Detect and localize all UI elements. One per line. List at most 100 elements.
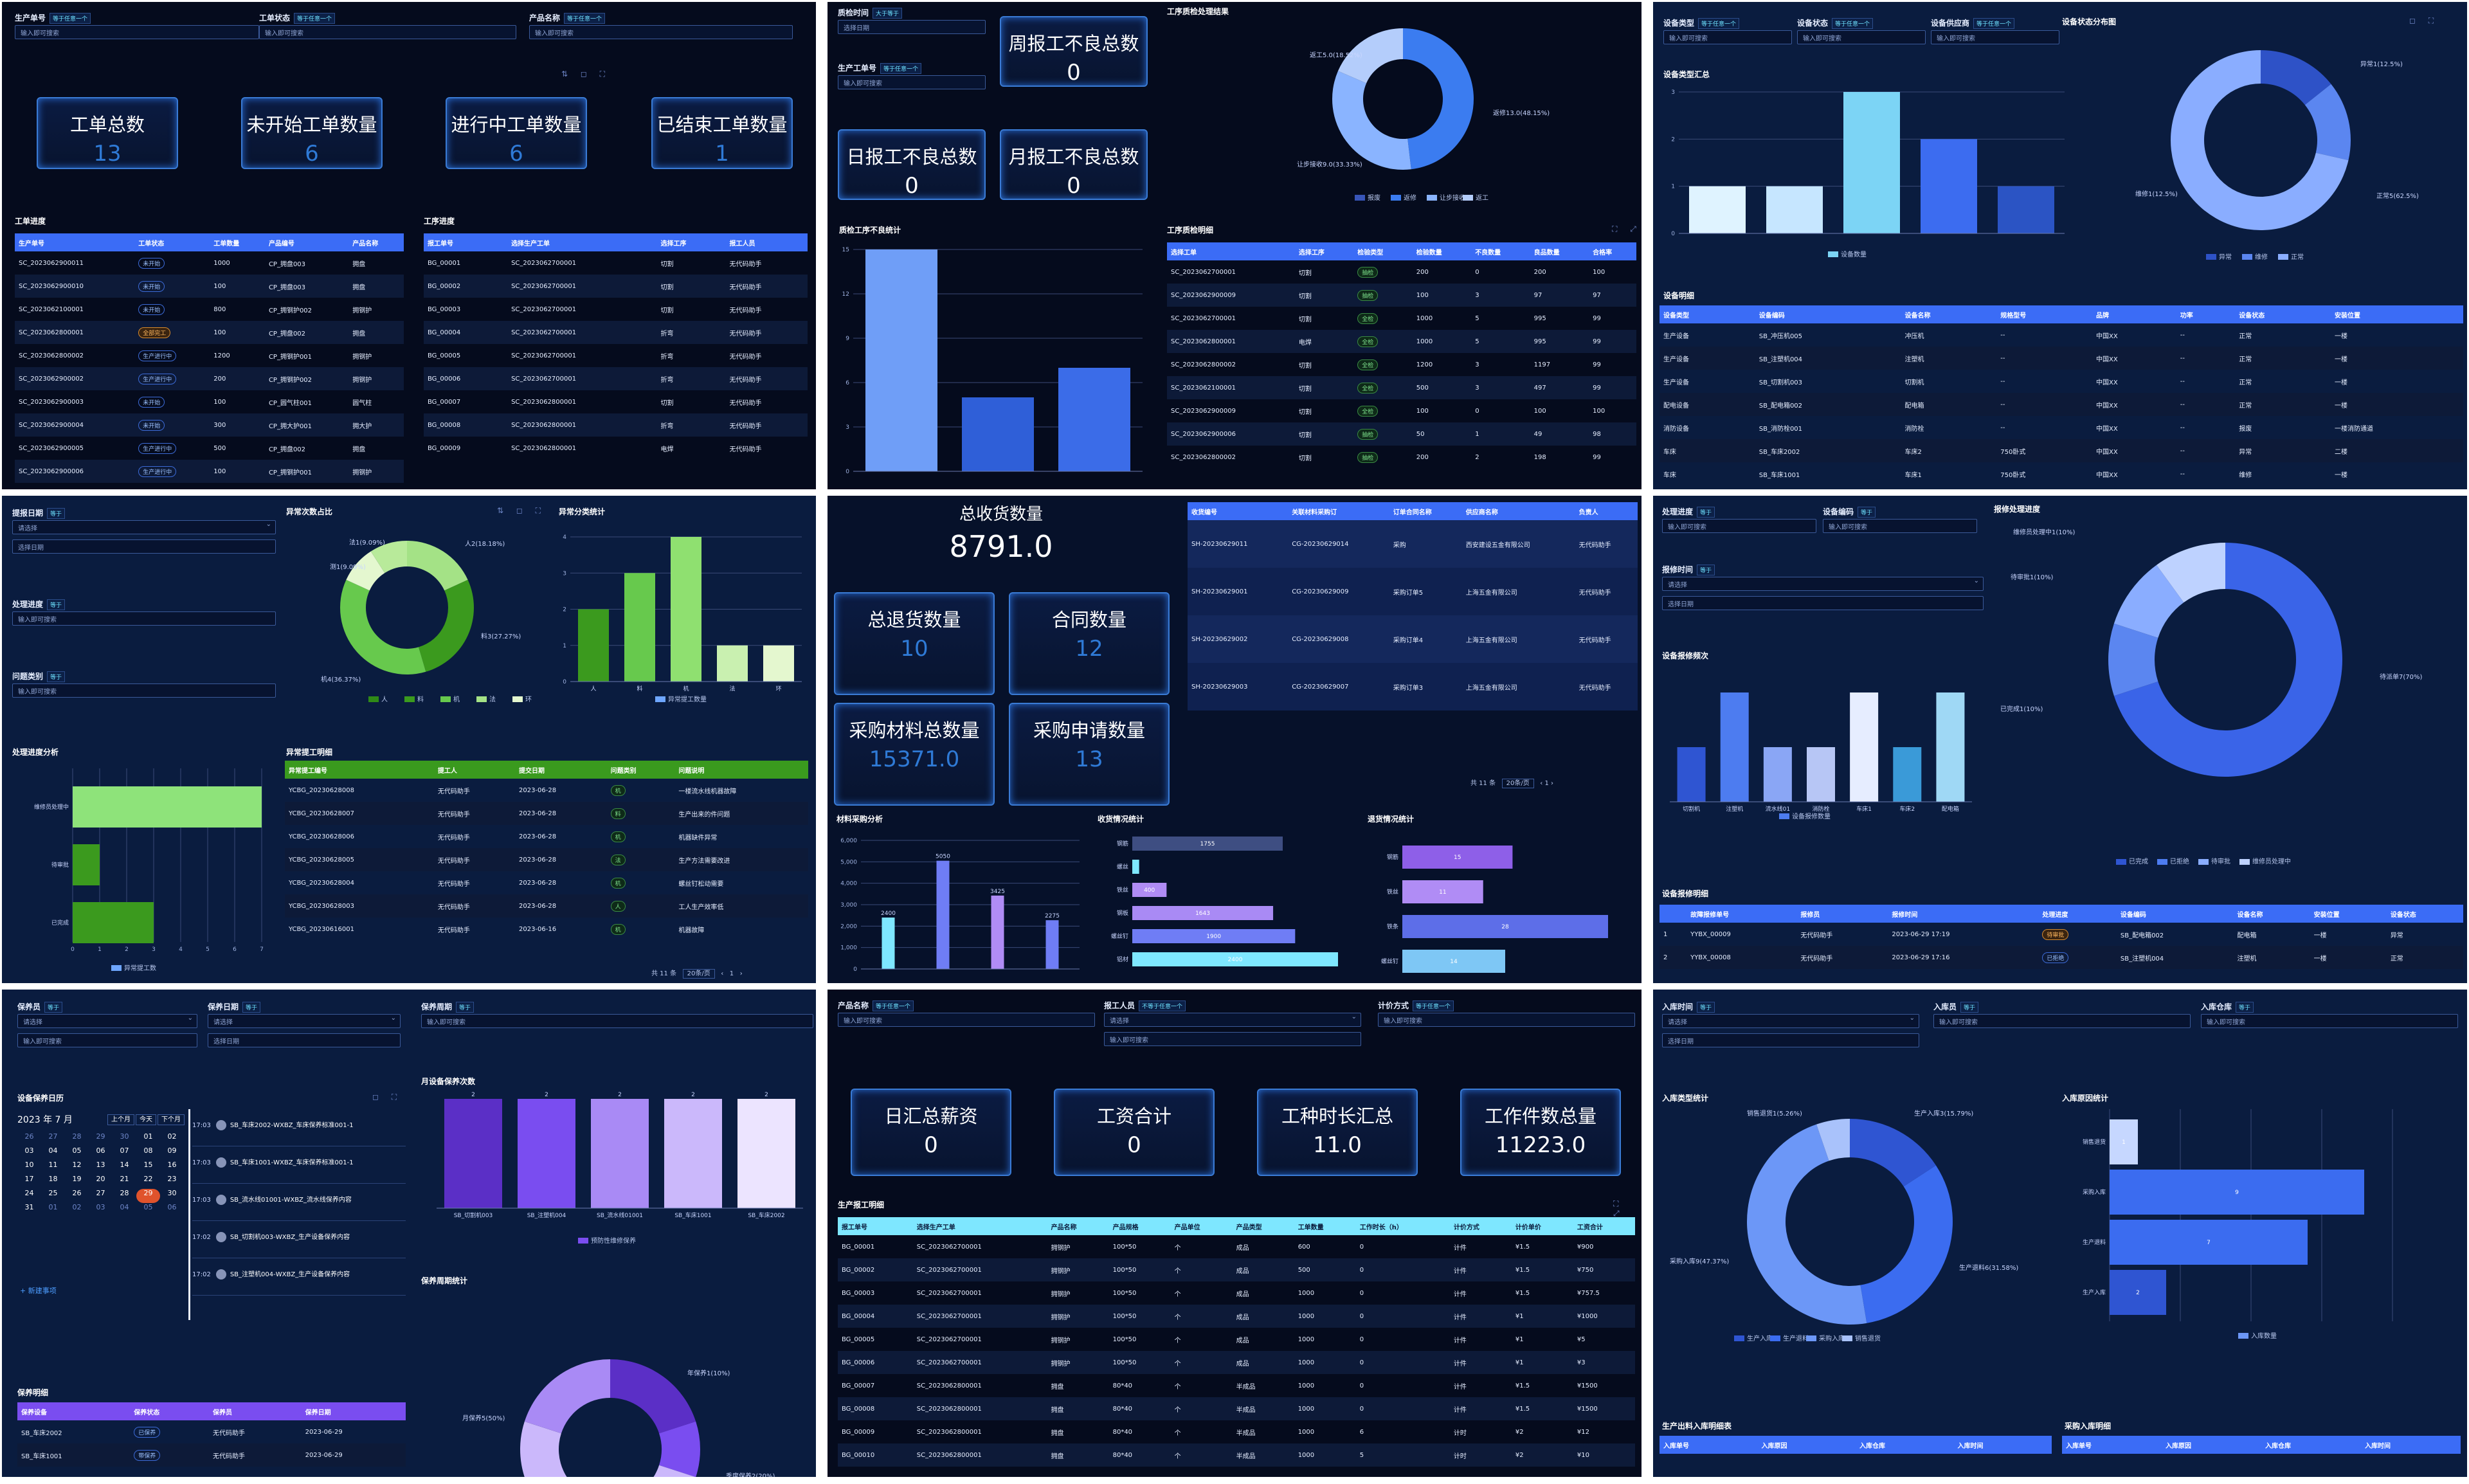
table-row[interactable]: SH-20230629001 CG-20230629009 采购订单5 上海五金有限公…	[1188, 568, 1638, 615]
table-row[interactable]: YCBG_20230628006 无代码助手 2023-06-28 机 机器缺件异常	[285, 825, 808, 848]
donut-slice[interactable]	[610, 1359, 696, 1434]
column-header[interactable]: 报修员	[1796, 905, 1888, 923]
filter-input[interactable]: 输入即可搜索	[529, 25, 793, 39]
donut-slice[interactable]	[2113, 543, 2342, 777]
page-size-select[interactable]: 20条/页	[1501, 779, 1534, 788]
donut-slice[interactable]	[520, 1421, 696, 1477]
filter-condition-select[interactable]: 等于	[47, 508, 66, 519]
hbar[interactable]	[1402, 846, 1513, 869]
filter-condition-select[interactable]: 不等于任意一个	[1139, 1000, 1186, 1011]
table-row[interactable]: SC_2023062900009 切割 抽检 100 3 97 97	[1167, 284, 1636, 307]
column-header[interactable]: 负责人	[1575, 502, 1638, 520]
column-header[interactable]: 报工单号	[424, 233, 508, 251]
column-header[interactable]: 关联材料采购订	[1288, 502, 1389, 520]
table-row[interactable]: YCBG_20230628007 无代码助手 2023-06-28 料 生产出来的件问题	[285, 802, 808, 825]
table-row[interactable]: BG_00003 SC_2023062700001 切割 无代码助手	[424, 298, 808, 321]
bar[interactable]	[1921, 139, 1977, 233]
filter-condition-select[interactable]: 等于	[1697, 1002, 1715, 1013]
column-header[interactable]: 品牌	[2092, 305, 2176, 323]
table-row[interactable]: SC_2023062700001 切割 全检 1000 5 995 99	[1167, 307, 1636, 330]
column-header[interactable]: 工资合计	[1573, 1217, 1635, 1235]
hbar[interactable]	[1132, 837, 1283, 851]
column-header[interactable]: 入库仓库	[1856, 1436, 1954, 1454]
filter-input-secondary[interactable]: 选择日期	[1662, 596, 1984, 610]
column-header[interactable]: 产品单位	[1170, 1217, 1233, 1235]
table-row[interactable]: SC_2023062900005 生产进行中 500 CP_拥盘002 拥盘	[15, 437, 404, 460]
filter-input[interactable]: 输入即可搜索	[259, 25, 516, 39]
cal-day[interactable]: 28	[120, 1189, 129, 1197]
cal-toolbar-icons[interactable]: ◻ ⛶	[372, 1092, 402, 1101]
page-size-select[interactable]: 20条/页	[682, 969, 715, 979]
cal-day[interactable]: 01	[48, 1203, 58, 1211]
filter-input[interactable]: 请选择	[12, 520, 276, 534]
table-row[interactable]: YCBG_20230628004 无代码助手 2023-06-28 机 螺丝钉松动需要	[285, 871, 808, 894]
cal-day[interactable]: 21	[120, 1175, 129, 1183]
table-row[interactable]: YCBG_20230616001 无代码助手 2023-06-16 机 机器故障	[285, 918, 808, 941]
cal-day[interactable]: 11	[48, 1161, 58, 1169]
table-row[interactable]: SC_2023062800001 全部完工 100 CP_拥盘002 拥盘	[15, 321, 404, 344]
table-row[interactable]: SC_2023062900006 切割 抽检 50 1 49 98	[1167, 422, 1636, 446]
column-header[interactable]: 产品名称	[348, 233, 404, 251]
column-header[interactable]: 不良数量	[1471, 242, 1530, 260]
filter-input[interactable]: 输入即可搜索	[421, 1014, 813, 1028]
column-header[interactable]: 入库时间	[1953, 1436, 2052, 1454]
cal-day[interactable]: 13	[96, 1161, 105, 1169]
column-header[interactable]: 检验类型	[1353, 242, 1413, 260]
cal-day[interactable]: 17	[24, 1175, 34, 1183]
filter-condition-select[interactable]: 等于	[44, 1002, 63, 1013]
table-row[interactable]: SC_2023062900011 未开始 1000 CP_拥盘003 拥盘	[15, 251, 404, 275]
table-toolbar-icons[interactable]: ⛶ ⤢	[1613, 1199, 1625, 1218]
calendar-event[interactable]: 17:03 SB_车床1001-WXBZ_车床保养标准001-1	[192, 1146, 406, 1184]
table-row[interactable]: 配电设备 SB_配电箱002 配电箱 -- 中国XX -- 正常 一楼	[1660, 393, 2463, 416]
bar[interactable]	[664, 1099, 722, 1208]
cal-nav-button[interactable]: 上个月	[107, 1114, 134, 1125]
column-header[interactable]: 检验数量	[1412, 242, 1472, 260]
bar[interactable]	[737, 1099, 795, 1208]
column-header[interactable]: 入库时间	[2361, 1436, 2461, 1454]
column-header[interactable]: 设备编码	[1755, 305, 1901, 323]
table-row[interactable]: SH-20230629002 CG-20230629008 采购订单4 上海五金有限公…	[1188, 615, 1638, 663]
filter-input[interactable]: 请选择	[208, 1014, 401, 1028]
column-header[interactable]: 提交日期	[514, 761, 607, 779]
filter-input[interactable]: 输入即可搜索	[12, 611, 276, 626]
hbar[interactable]	[1132, 883, 1167, 897]
column-header[interactable]: 故障报修单号	[1687, 905, 1797, 923]
hbar[interactable]	[1132, 929, 1296, 943]
cal-day[interactable]: 20	[96, 1175, 105, 1183]
filter-condition-select[interactable]: 等于	[1960, 1002, 1979, 1013]
column-header[interactable]: 产品类型	[1232, 1217, 1294, 1235]
filter-input[interactable]: 请选择	[1662, 577, 1984, 591]
cal-day[interactable]: 15	[143, 1161, 153, 1169]
calendar-event[interactable]: 17:02 SB_切割机003-WXBZ_生产设备保养内容	[192, 1221, 406, 1258]
table-row[interactable]: SC_2023062900009 切割 全检 100 0 100 100	[1167, 399, 1636, 422]
hbar[interactable]	[73, 786, 262, 828]
column-header[interactable]: 供应商名称	[1461, 502, 1575, 520]
filter-input[interactable]: 输入即可搜索	[1933, 1014, 2191, 1028]
column-header[interactable]: 合格率	[1589, 242, 1636, 260]
column-header[interactable]: 设备状态	[2235, 305, 2331, 323]
cal-day[interactable]: 27	[48, 1132, 58, 1141]
column-header[interactable]: 工单数量	[210, 233, 265, 251]
cal-day[interactable]: 05	[72, 1146, 82, 1155]
donut-slice[interactable]	[407, 541, 468, 591]
table-row[interactable]: BG_00001 SC_2023062700001 拥钢护 100*50 个 成品 600 0…	[838, 1235, 1635, 1258]
cal-day[interactable]: 03	[24, 1146, 34, 1155]
column-header[interactable]: 处理进度	[2038, 905, 2117, 923]
cal-day[interactable]: 22	[143, 1175, 153, 1183]
table-row[interactable]: SC_2023062800002 切割 抽检 200 2 198 99	[1167, 446, 1636, 469]
table-row[interactable]: BG_00009 SC_2023062800001 电焊 无代码助手	[424, 437, 808, 460]
table-row[interactable]: SC_2023062100001 切割 全检 500 3 497 99	[1167, 376, 1636, 399]
add-event-link[interactable]: + 新建事项	[20, 1287, 57, 1295]
filter-input[interactable]: 请选择	[17, 1014, 197, 1028]
bar[interactable]	[1766, 186, 1823, 233]
table-row[interactable]: SB_车床2002 已保养 无代码助手 2023-06-29	[17, 1420, 406, 1443]
bar[interactable]	[1998, 186, 2054, 233]
column-header[interactable]: 设备状态	[2386, 905, 2463, 923]
column-header[interactable]: 产品名称	[1047, 1217, 1109, 1235]
bar[interactable]	[591, 1099, 649, 1208]
bar[interactable]	[1893, 747, 1922, 802]
table-row[interactable]: SC_2023062700001 切割 抽检 200 0 200 100	[1167, 260, 1636, 284]
cal-day[interactable]: 06	[96, 1146, 105, 1155]
cal-day[interactable]: 02	[72, 1203, 82, 1211]
table-row[interactable]: 消防设备 SB_消防栓001 消防栓 -- 中国XX -- 报废 一楼消防通道	[1660, 416, 2463, 439]
